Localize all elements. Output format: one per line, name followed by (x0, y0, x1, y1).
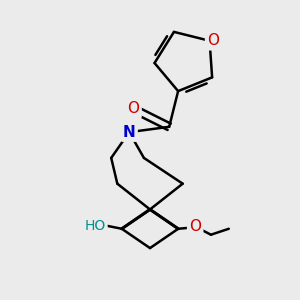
Text: O: O (128, 101, 140, 116)
Text: O: O (207, 33, 219, 48)
Text: N: N (123, 125, 136, 140)
Text: O: O (189, 219, 201, 234)
Text: HO: HO (84, 219, 106, 233)
